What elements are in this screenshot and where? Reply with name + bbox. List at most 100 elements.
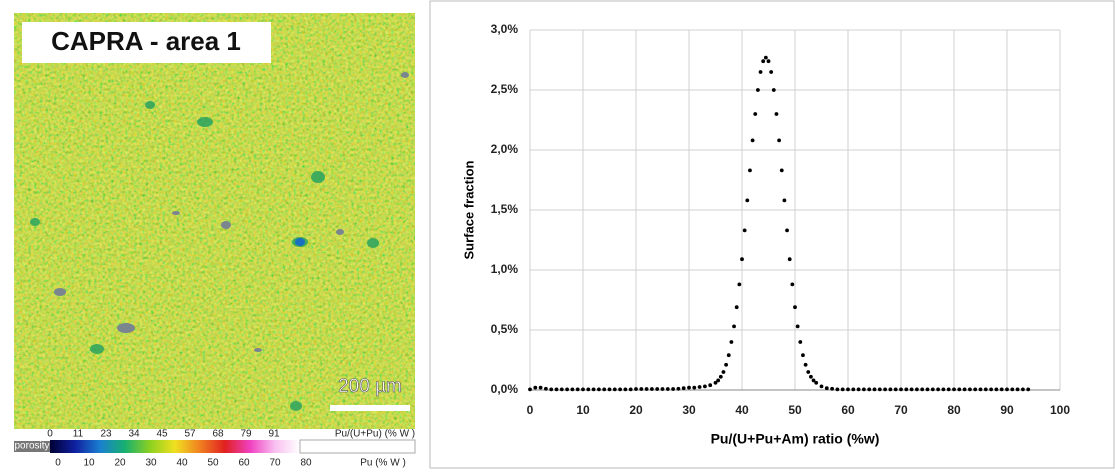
data-point — [1015, 387, 1020, 392]
data-point — [840, 387, 845, 392]
data-point — [777, 138, 781, 143]
data-point — [612, 387, 617, 392]
colorbar-top-label: 34 — [128, 429, 140, 440]
data-point — [740, 257, 744, 262]
data-point — [660, 387, 665, 391]
data-point — [758, 70, 763, 74]
colorbar-labels: 0 11 23 34 45 57 68 79 91 0 10 20 30 40 50 60 70 80 — [47, 429, 312, 469]
data-point — [559, 387, 564, 392]
data-point — [676, 386, 681, 391]
data-point — [811, 378, 816, 383]
data-point — [989, 387, 993, 392]
data-point — [742, 228, 747, 233]
data-point — [591, 387, 596, 392]
data-point — [952, 387, 956, 392]
data-point — [782, 198, 787, 203]
data-point — [877, 387, 882, 392]
colorbar-bottom-label: 20 — [114, 458, 126, 469]
data-point — [920, 387, 925, 392]
data-point — [774, 112, 779, 116]
data-point — [814, 380, 819, 385]
data-point — [983, 387, 988, 392]
map-spots — [30, 101, 379, 411]
y-tick-label: 2,5% — [491, 82, 519, 96]
data-point — [748, 168, 752, 173]
colorbar-top-label: 79 — [240, 429, 252, 440]
data-point — [687, 385, 691, 390]
data-point — [761, 59, 766, 64]
data-point — [999, 387, 1004, 392]
x-tick-label: 60 — [841, 403, 855, 417]
data-point — [899, 387, 903, 392]
data-point — [726, 353, 731, 358]
data-point — [639, 387, 644, 391]
y-tick-label: 3,0% — [491, 22, 519, 36]
y-tick-label: 1,5% — [491, 202, 519, 216]
data-point — [846, 387, 850, 392]
x-tick-label: 70 — [894, 403, 908, 417]
colorbar — [50, 440, 300, 453]
data-point — [753, 112, 758, 116]
data-point — [766, 59, 771, 64]
data-point — [655, 387, 660, 391]
data-point — [962, 387, 967, 392]
data-point — [716, 378, 721, 383]
data-point — [851, 387, 856, 392]
y-tick-label: 2,0% — [491, 142, 519, 156]
data-point — [681, 386, 686, 391]
data-point — [586, 387, 591, 392]
data-point — [883, 387, 887, 392]
data-point — [750, 138, 755, 143]
data-point — [809, 374, 813, 379]
data-point — [628, 387, 633, 392]
data-point — [597, 387, 601, 392]
data-point — [856, 387, 861, 392]
data-point — [1026, 387, 1031, 392]
data-point — [862, 387, 866, 392]
data-point — [968, 387, 972, 392]
data-point — [779, 168, 784, 173]
colorbar-bottom-label: 0 — [55, 458, 61, 469]
data-point — [872, 387, 877, 392]
data-point — [795, 324, 800, 329]
x-tick-label: 30 — [682, 403, 696, 417]
data-point — [771, 88, 776, 92]
data-point — [533, 385, 538, 390]
data-point — [565, 387, 569, 392]
data-point — [581, 387, 585, 392]
data-point — [830, 386, 834, 391]
data-point — [734, 305, 739, 310]
data-point — [528, 387, 532, 392]
data-point — [538, 385, 543, 390]
data-point — [824, 386, 829, 391]
data-point — [946, 387, 951, 392]
map-texture — [14, 13, 415, 429]
porosity-label: porosity — [14, 441, 49, 452]
x-tick-label: 90 — [1000, 403, 1014, 417]
data-point — [607, 387, 612, 392]
data-point — [554, 387, 559, 392]
colorbar-top-unit: Pu/(U+Pu) (% W ) — [335, 429, 415, 440]
data-point — [787, 257, 792, 262]
data-point — [756, 88, 760, 92]
x-tick-label: 20 — [629, 403, 643, 417]
data-point — [909, 387, 914, 392]
chart: Surface fraction Pu/(U+Pu+Am) ratio (%w)… — [461, 22, 1070, 447]
data-point — [644, 387, 649, 391]
data-point — [867, 387, 872, 392]
colorbar-bottom-label: 80 — [300, 458, 312, 469]
data-point — [973, 387, 978, 392]
colorbar-top-label: 57 — [184, 429, 196, 440]
data-point — [703, 384, 707, 389]
data-point — [1021, 387, 1025, 392]
data-point — [941, 387, 946, 392]
data-point — [718, 374, 723, 379]
data-point — [549, 387, 554, 392]
data-point — [602, 387, 607, 392]
data-point — [713, 380, 718, 385]
scale-bar-label: 200 µm — [338, 376, 402, 397]
colorbar-top-label: 91 — [268, 429, 280, 440]
porosity-swatch — [14, 441, 50, 452]
colorbar-bottom-label: 40 — [176, 458, 188, 469]
